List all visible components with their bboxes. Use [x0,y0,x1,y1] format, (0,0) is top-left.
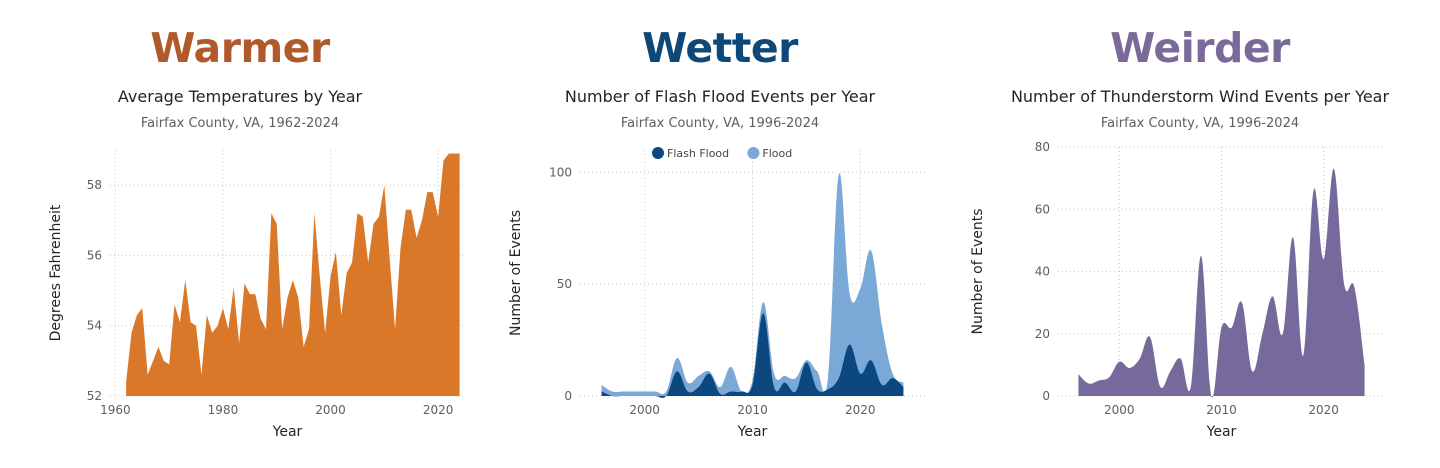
x-axis-title: Year [1206,424,1237,440]
x-tick-label: 2000 [315,403,346,417]
panel-weirder: Weirder Number of Thunderstorm Wind Even… [960,0,1440,468]
y-tick-label: 50 [557,277,572,291]
y-axis-title: Degrees Fahrenheit [48,204,64,341]
temperature-chart: 52 54 56 58 1960 1980 2000 2020 Year Degrees Fahr… [48,150,465,440]
y-tick-label: 100 [549,165,572,179]
panel-heading: Wetter [642,24,798,72]
chart-title: Average Temperatures by Year [117,87,363,106]
legend-label: Flood [762,147,792,160]
y-tick-label: 54 [87,319,102,333]
y-axis-title: Number of Events [508,210,524,336]
legend-marker [652,147,664,159]
y-tick-label: 60 [1035,202,1050,216]
legend-label: Flash Flood [667,147,729,160]
x-tick-label: 2000 [629,403,660,417]
panel-warmer: Warmer Average Temperatures by Year Fair… [0,0,480,468]
chart-title: Number of Flash Flood Events per Year [564,87,876,106]
panel-heading: Warmer [150,24,330,72]
y-tick-label: 0 [1042,389,1050,403]
legend-marker [747,147,760,159]
x-tick-label: 1980 [208,403,239,417]
y-tick-label: 52 [87,389,102,403]
series-area-values [126,153,460,396]
x-tick-label: 2020 [845,403,876,417]
y-tick-label: 80 [1035,140,1050,154]
x-axis-title: Year [272,424,303,440]
series-area-flash-flood [601,313,904,398]
panel-wetter: Wetter Number of Flash Flood Events per … [480,0,960,468]
y-tick-label: 56 [87,248,102,262]
x-tick-label: 2010 [1206,403,1237,417]
thunderstorm-chart: 0 20 40 60 80 2000 2010 2020 Year Number of Event… [970,140,1385,440]
x-axis-title: Year [737,424,768,440]
x-tick-label: 1960 [100,403,131,417]
chart-subtitle: Fairfax County, VA, 1962-2024 [140,116,340,131]
chart-title: Number of Thunderstorm Wind Events per Y… [1010,87,1390,106]
panel-heading: Weirder [1110,24,1290,72]
chart-subtitle: Fairfax County, VA, 1996-2024 [620,116,820,131]
x-tick-label: 2000 [1104,403,1135,417]
x-tick-label: 2010 [737,403,768,417]
y-tick-label: 40 [1035,265,1050,279]
series-area-values [1078,168,1365,398]
chart-subtitle: Fairfax County, VA, 1996-2024 [1100,116,1300,131]
x-tick-label: 2020 [1308,403,1339,417]
y-axis-title: Number of Events [970,208,986,334]
y-tick-label: 20 [1035,327,1050,341]
flood-chart: 0 50 100 2000 2010 2020 Year Number of Events Fl… [508,147,925,440]
y-tick-label: 0 [564,389,572,403]
x-tick-label: 2020 [423,403,454,417]
y-tick-label: 58 [87,178,102,192]
